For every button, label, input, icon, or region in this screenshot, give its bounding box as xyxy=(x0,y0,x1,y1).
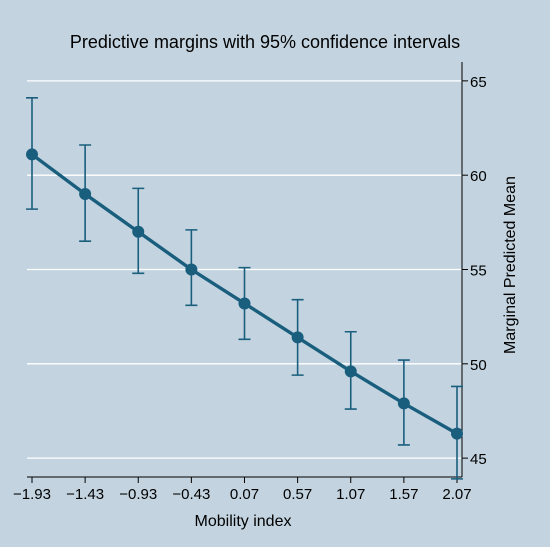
data-point xyxy=(185,263,198,276)
x-tick-label: 1.07 xyxy=(336,486,365,503)
data-point xyxy=(238,297,251,310)
chart-title: Predictive margins with 95% confidence i… xyxy=(70,32,460,52)
x-axis-title: Mobility index xyxy=(195,513,292,530)
data-point xyxy=(291,331,304,344)
x-tick-label: 2.07 xyxy=(442,486,471,503)
data-point xyxy=(451,427,463,440)
y-tick-label: 50 xyxy=(470,357,487,374)
y-tick-label: 65 xyxy=(470,74,487,91)
x-tick-label: −1.93 xyxy=(13,486,51,503)
x-tick-label: −0.43 xyxy=(172,486,210,503)
data-point xyxy=(26,148,38,161)
y-tick-label: 60 xyxy=(470,168,487,185)
x-tick-label: −0.93 xyxy=(119,486,157,503)
x-tick-label: 0.57 xyxy=(283,486,312,503)
data-point xyxy=(79,188,92,201)
axes: 45 50 55 60 65 −1.93 −1.43 −0.93 −0.43 0.07 0.57 1.… xyxy=(13,62,487,503)
y-axis-title: Marginal Predicted Mean xyxy=(502,176,519,354)
data-points xyxy=(26,148,463,440)
y-tick-label: 45 xyxy=(470,451,487,468)
data-point xyxy=(397,397,410,410)
data-point xyxy=(344,365,357,378)
y-tick-label: 55 xyxy=(470,263,487,280)
x-tick-label: −1.43 xyxy=(66,486,104,503)
confidence-intervals xyxy=(26,97,463,480)
x-tick-label: 1.57 xyxy=(389,486,418,503)
data-point xyxy=(132,225,145,238)
x-tick-label: 0.07 xyxy=(230,486,259,503)
